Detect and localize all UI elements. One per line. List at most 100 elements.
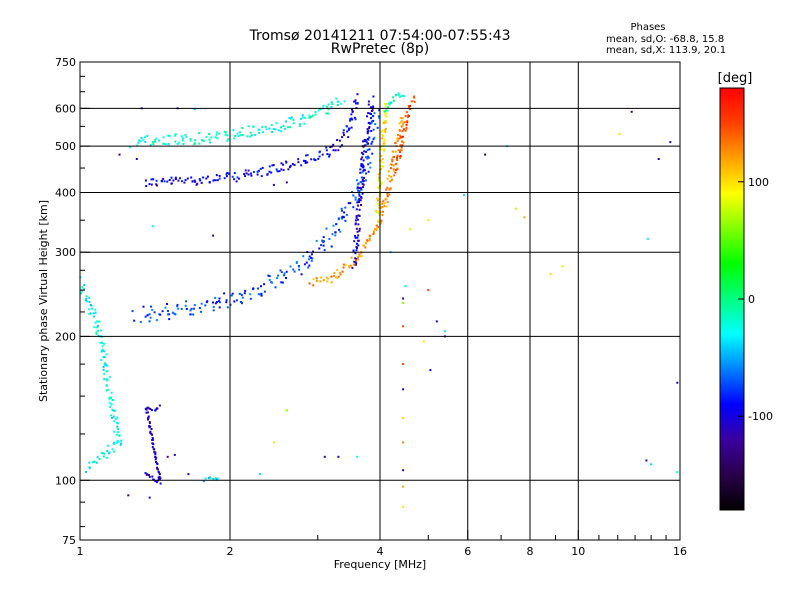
colorbar-tick-label: 100 bbox=[748, 176, 769, 189]
data-point bbox=[115, 417, 117, 420]
data-point bbox=[393, 174, 396, 177]
data-point bbox=[342, 263, 345, 266]
data-point bbox=[318, 151, 321, 154]
data-point bbox=[355, 258, 358, 260]
data-point bbox=[282, 169, 285, 172]
data-point bbox=[216, 179, 219, 182]
data-point bbox=[392, 156, 394, 159]
data-point bbox=[249, 131, 252, 134]
data-point bbox=[202, 480, 205, 483]
data-point bbox=[381, 134, 384, 137]
data-point bbox=[329, 146, 332, 149]
data-point bbox=[261, 131, 264, 133]
data-point bbox=[345, 125, 348, 128]
data-point bbox=[356, 187, 359, 190]
data-point bbox=[154, 139, 156, 142]
data-point bbox=[380, 148, 383, 151]
data-point bbox=[388, 188, 391, 191]
data-point bbox=[344, 264, 347, 267]
data-point bbox=[377, 186, 380, 189]
colorbar: [deg] 100 0 -100 bbox=[718, 71, 773, 511]
data-point bbox=[384, 111, 387, 114]
data-point bbox=[396, 154, 399, 157]
data-point bbox=[360, 151, 363, 154]
data-point bbox=[337, 455, 340, 458]
data-point bbox=[361, 171, 364, 174]
data-point bbox=[317, 157, 320, 160]
data-point bbox=[117, 440, 120, 443]
data-point bbox=[379, 168, 382, 170]
data-point bbox=[94, 308, 97, 311]
data-point bbox=[280, 168, 283, 171]
data-point bbox=[396, 159, 399, 161]
data-point bbox=[94, 321, 97, 324]
data-point bbox=[372, 105, 375, 108]
data-point bbox=[166, 455, 169, 458]
data-point bbox=[549, 273, 552, 276]
data-point bbox=[307, 258, 310, 261]
data-point bbox=[101, 341, 104, 344]
data-point bbox=[618, 133, 621, 136]
data-point bbox=[370, 130, 373, 132]
data-point bbox=[325, 112, 328, 115]
data-point bbox=[344, 219, 347, 222]
data-point bbox=[309, 116, 312, 119]
data-point bbox=[257, 169, 260, 172]
data-point bbox=[111, 409, 114, 411]
data-point bbox=[359, 168, 362, 171]
data-point bbox=[153, 451, 156, 454]
data-point bbox=[369, 106, 372, 109]
data-point bbox=[214, 136, 217, 139]
data-point bbox=[385, 115, 388, 118]
data-point bbox=[394, 171, 397, 174]
data-point bbox=[381, 158, 384, 161]
data-point bbox=[358, 193, 361, 196]
data-point bbox=[257, 293, 260, 296]
data-point bbox=[365, 141, 368, 144]
data-point bbox=[120, 439, 123, 442]
data-point bbox=[102, 365, 105, 368]
data-point bbox=[252, 125, 255, 128]
data-point bbox=[92, 461, 95, 464]
data-point bbox=[379, 159, 382, 162]
data-point bbox=[263, 283, 266, 286]
data-point bbox=[383, 148, 386, 151]
data-point bbox=[258, 131, 261, 134]
data-point bbox=[377, 179, 380, 182]
data-point bbox=[209, 141, 211, 144]
data-point bbox=[272, 127, 275, 130]
data-point bbox=[280, 126, 283, 129]
data-point bbox=[312, 284, 315, 287]
data-point bbox=[358, 187, 361, 189]
data-point bbox=[131, 310, 134, 313]
data-point bbox=[362, 186, 364, 189]
data-point bbox=[158, 473, 161, 475]
data-point bbox=[256, 170, 259, 173]
data-point bbox=[395, 168, 398, 171]
data-point bbox=[358, 227, 361, 230]
data-point bbox=[308, 255, 311, 258]
data-point bbox=[226, 134, 229, 137]
data-point bbox=[218, 177, 221, 180]
data-point bbox=[148, 407, 151, 410]
data-point bbox=[357, 256, 359, 259]
stats-title: Phases bbox=[630, 22, 665, 33]
data-point bbox=[287, 126, 289, 129]
data-point bbox=[401, 94, 404, 97]
data-point bbox=[392, 164, 395, 167]
data-point bbox=[210, 136, 213, 139]
data-point bbox=[189, 138, 192, 140]
data-point bbox=[347, 127, 350, 130]
data-point bbox=[402, 122, 404, 125]
data-point bbox=[297, 158, 300, 161]
data-point bbox=[173, 312, 176, 315]
data-point bbox=[332, 143, 335, 146]
data-point bbox=[174, 178, 177, 180]
data-point bbox=[88, 296, 91, 299]
data-point bbox=[97, 320, 100, 323]
data-point bbox=[401, 130, 404, 133]
data-point bbox=[384, 114, 387, 116]
data-point bbox=[337, 218, 340, 221]
data-point bbox=[150, 432, 153, 435]
data-point bbox=[112, 409, 115, 412]
